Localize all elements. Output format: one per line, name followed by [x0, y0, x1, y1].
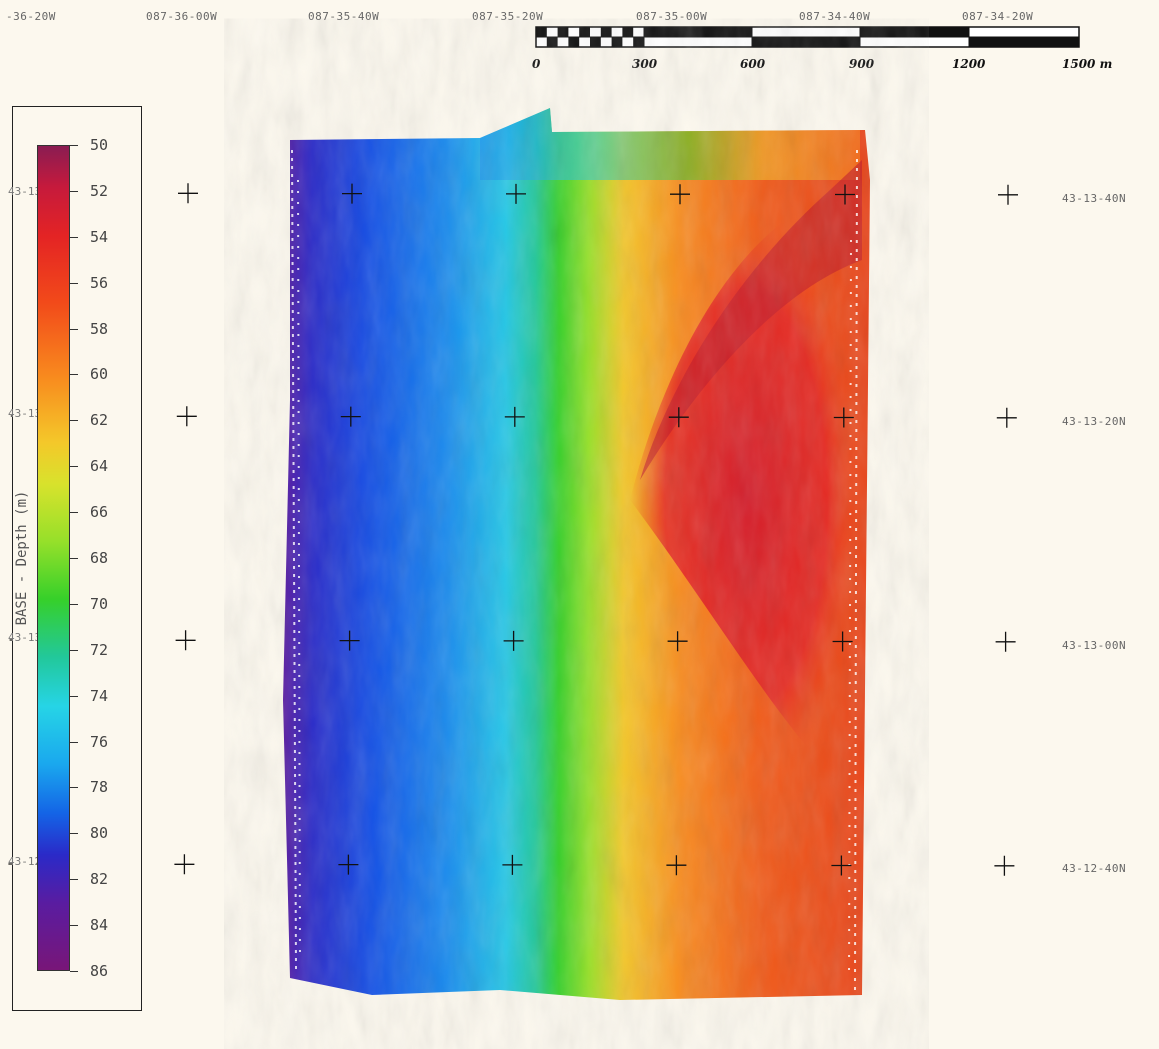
lon-label-1: 087-36-00W [146, 10, 218, 23]
grid-cross [174, 854, 195, 875]
colorbar-tick-label: 50 [90, 136, 109, 154]
colorbar-tick [70, 420, 78, 422]
grid-cross [996, 407, 1017, 428]
legend-title: BASE - Depth (m) [14, 490, 30, 626]
colorbar-tick [70, 833, 78, 835]
lon-label-6: 087-34-20W [962, 10, 1034, 23]
colorbar-tick [70, 190, 78, 192]
grid-cross [504, 406, 525, 427]
colorbar-tick [70, 558, 78, 559]
colorbar-tick-label: 80 [90, 824, 109, 843]
grid-cross [342, 183, 362, 204]
grid-cross [502, 854, 523, 875]
colorbar-tick [70, 328, 78, 330]
scale-tick-600: 600 [740, 57, 766, 71]
colorbar-tick-label: 64 [90, 457, 109, 476]
colorbar-tick [70, 925, 78, 927]
colorbar-tick-label: 66 [90, 503, 109, 522]
colorbar-tick [70, 649, 78, 651]
colorbar-tick-label: 70 [90, 594, 109, 613]
colorbar-tick-label: 76 [90, 732, 109, 751]
grid-cross [338, 854, 359, 875]
lat-label-1: 43-13-20N [1062, 415, 1127, 428]
grid-cross [833, 407, 854, 428]
grid-cross [175, 630, 196, 651]
colorbar-tick-label: 58 [90, 319, 109, 338]
lat-label-0: 43-13-40N [1062, 192, 1127, 205]
colorbar-tick [70, 374, 78, 376]
grid-cross [339, 630, 360, 651]
lat-label-2: 43-13-00N [1062, 639, 1127, 652]
lon-label-0: -36-20W [6, 10, 56, 23]
colorbar-tick-label: 84 [90, 916, 109, 935]
grid-cross [340, 406, 361, 427]
colorbar-tick-label: 74 [90, 686, 109, 705]
lon-label-3: 087-35-20W [472, 10, 544, 23]
scale-tick-900: 900 [849, 57, 875, 71]
grid-cross [178, 183, 198, 204]
colorbar-tick-label: 54 [90, 227, 109, 246]
grid-cross [832, 631, 853, 652]
colorbar-tick [70, 512, 78, 514]
grid-cross [667, 631, 688, 652]
colorbar-tick-label: 68 [90, 549, 109, 567]
scale-tick-0: 0 [532, 57, 541, 71]
colorbar-tick [70, 787, 78, 789]
colorbar-tick [70, 741, 78, 743]
grid-cross [668, 407, 689, 428]
lon-label-4: 087-35-00W [636, 10, 708, 23]
colorbar-tick [70, 603, 78, 605]
lat-label-3: 43-12-40N [1062, 862, 1127, 875]
scale-tick-300: 300 [632, 57, 658, 71]
colorbar-tick [70, 466, 78, 468]
colorbar-tick [70, 282, 78, 284]
colorbar-tick-label: 86 [90, 962, 109, 980]
colorbar-tick [70, 695, 78, 697]
grid-cross [998, 184, 1018, 205]
lon-label-5: 087-34-40W [799, 10, 871, 23]
grid-cross [994, 855, 1015, 876]
colorbar-tick-label: 78 [90, 778, 109, 797]
colorbar-tick-label: 56 [90, 273, 109, 292]
colorbar-tick [70, 879, 78, 881]
colorbar-tick-label: 60 [90, 365, 109, 384]
scale-tick-1200: 1200 [952, 57, 986, 71]
grid-cross [835, 184, 855, 205]
colorbar-tick [70, 971, 78, 972]
scale-tick-1500: 1500 m [1062, 57, 1113, 71]
grid-cross [995, 631, 1016, 652]
colorbar-tick [70, 145, 78, 146]
depth-colorbar [37, 145, 70, 971]
colorbar-tick-label: 72 [90, 640, 109, 659]
grid-cross [506, 183, 526, 204]
colorbar-tick [70, 236, 78, 238]
scale-bar [535, 26, 1080, 48]
grid-cross [666, 855, 687, 876]
colorbar-tick-label: 82 [90, 870, 109, 889]
lon-label-2: 087-35-40W [308, 10, 380, 23]
grid-cross [503, 630, 524, 651]
colorbar-tick-label: 62 [90, 411, 109, 430]
colorbar-tick-label: 52 [90, 181, 109, 200]
grid-cross [831, 855, 852, 876]
grid-cross [670, 184, 690, 205]
grid-cross [176, 406, 197, 427]
